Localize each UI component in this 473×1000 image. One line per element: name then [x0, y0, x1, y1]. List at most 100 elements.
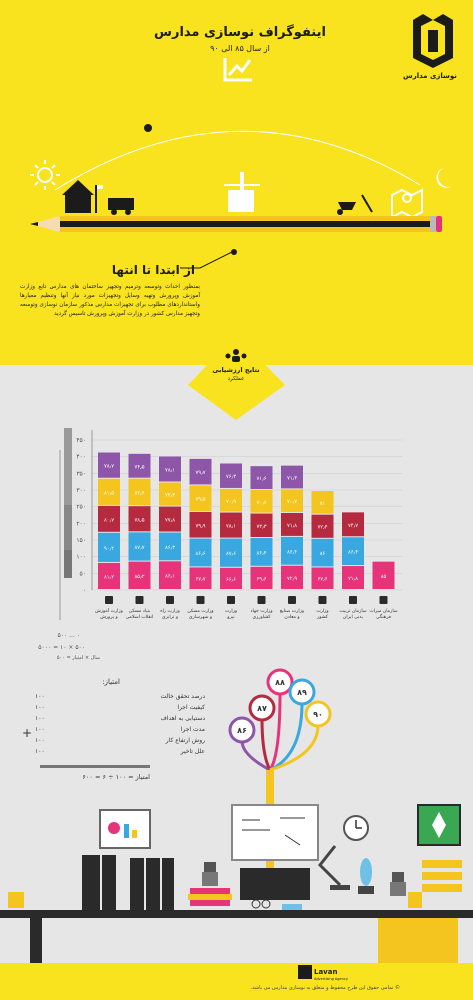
books-stack-icon [82, 855, 232, 910]
bar-segment [281, 536, 303, 565]
bar-segment [128, 478, 151, 506]
bar-segment [189, 458, 212, 485]
house-icon [135, 596, 144, 604]
bar-value-label: ۸۵٫۲ [134, 574, 144, 580]
bar-segment [311, 514, 334, 538]
calc-title: امتیاز: [102, 678, 120, 686]
wheat-icon [257, 596, 266, 604]
agency-subtitle: Advertising Agency [314, 977, 348, 981]
category-label: نیرو [226, 615, 234, 620]
bar-value-label: ۷۹٫۵ [195, 497, 205, 503]
growth-chart-icon [223, 58, 252, 82]
bar-segment [159, 482, 181, 506]
y-tick-label: ۴۵۰ [76, 437, 86, 444]
section-heading: از ابتدا تا انتها [111, 263, 195, 277]
skyscraper-icon [64, 550, 72, 578]
arc-path [54, 130, 421, 191]
axis-note: سال × امتیاز = ۵۰۰ [56, 655, 100, 661]
page-title: اینفوگراف نوسازی مدارس [154, 25, 326, 40]
category-label: وزارت [316, 609, 328, 614]
robot-toy-icon [390, 872, 406, 896]
bar-value-label: ۶۶٫۶ [226, 577, 236, 583]
calc-row-label: دستیابی به اهداف [160, 715, 205, 722]
bar-value-label: ۹۰٫۴ [104, 546, 114, 552]
bar-value-label: ۷۱٫۸ [348, 576, 358, 582]
badge-title: نتایج ارزشیابی [212, 366, 260, 374]
calc-row-value: ۱۰۰ [35, 737, 45, 744]
bar-segment [281, 465, 303, 489]
coffee-cup-icon [408, 892, 422, 908]
category-label: وزارت صنایع [280, 609, 304, 614]
bar-segment [128, 532, 151, 561]
year-balloon [228, 716, 256, 744]
bar-value-label: ۶۷٫۷ [195, 577, 205, 583]
connector-line [180, 251, 233, 269]
bar-segment [342, 537, 364, 566]
axis-note: ۰ ... ۵۰۰ [57, 632, 80, 639]
category-label: وزارت آموزش [95, 608, 123, 614]
tower-icon [227, 596, 235, 604]
bar-segment [189, 485, 212, 511]
category-label: بدنی ایران [343, 615, 363, 620]
category-label: کشاورزی [253, 614, 272, 620]
bar-value-label: ۷۳٫۳ [256, 524, 266, 530]
pencil-illustration [30, 216, 442, 232]
desk-drawer [378, 918, 458, 963]
bar-value-label: ۷۹٫۹ [195, 523, 205, 529]
bar-value-label: ۸۶٫۱ [165, 574, 175, 580]
desk-lamp-icon [317, 845, 350, 890]
calc-row-label: مدت اجرا [180, 726, 205, 733]
wheelbarrow-icon [337, 194, 373, 215]
chart-frame-icon [99, 809, 151, 849]
notebook-icon [282, 904, 302, 910]
y-tick-label: ۳۰۰ [76, 487, 86, 494]
graduation-cap-icon [105, 596, 113, 604]
y-tick-label: ۲۵۰ [76, 504, 86, 511]
bar-segment [311, 538, 334, 567]
bar-value-label: ۸۲٫۶ [134, 490, 144, 496]
page-subtitle: از سال ۸۵ الی ۹۰ [210, 44, 270, 53]
bar-value-label: ۷۸٫۱ [165, 467, 175, 473]
calc-row-label: علل تاخیر [180, 748, 205, 755]
whiteboard-icon [231, 804, 319, 861]
road-icon [166, 596, 174, 604]
year-balloon [266, 668, 294, 696]
year-balloon-label: ۸۶ [237, 726, 247, 735]
bar-value-label: ۷۱٫۳ [287, 476, 297, 482]
agency-name: Lavan [314, 968, 338, 976]
bar-value-label: ۷۸٫۱ [226, 524, 236, 530]
bar-segment [342, 566, 364, 589]
calc-row-label: درصد تحقق خالت [160, 693, 205, 700]
bar-segment [159, 561, 181, 589]
axis-note: ۵۰۰ × ۱۰ = ۵۰۰۰ [38, 644, 85, 651]
category-label: بنیاد مسکن [129, 608, 151, 614]
bar-segment [281, 565, 303, 589]
bar-value-label: ۸۶٫۴ [348, 550, 358, 556]
calc-divider [40, 765, 150, 768]
stacked-bar-chart: ۰ ۵۰ ۱۰۰ ۱۵۰ ۲۰۰ ۲۵۰ ۳۰۰ ۳۵۰ ۴۰۰ ۴۵۰ ۸۱٫۲ ۹۰٫۴ ۸۰٫۷ ۸… [59, 428, 402, 620]
badge-subtitle: عملکرد [227, 376, 245, 382]
bar-segment [189, 567, 212, 589]
top-illustration [30, 14, 453, 420]
bar-value-label: ۷۶٫۳ [226, 474, 236, 480]
skyscraper-icon [64, 428, 72, 578]
bar-value-label: ۸۱٫۵ [104, 490, 114, 496]
bar-value-label: ۸۶٫۶ [195, 551, 205, 557]
bar-value-label: ۷۸٫۵ [134, 517, 144, 523]
y-tick-label: ۱۰۰ [76, 554, 86, 561]
bar-segment [311, 567, 334, 589]
calc-row-label: روش ارتفاع کار [165, 737, 205, 744]
category-label: و شهرسازی [189, 615, 212, 620]
y-tick-label: ۵۰ [80, 570, 86, 577]
bar-value-label: ۷۴٫۵ [134, 464, 144, 470]
bar-value-label: ۷۸٫۷ [104, 464, 114, 470]
category-label: وزارت [225, 609, 237, 614]
bar-segment [250, 513, 273, 537]
bar-value-label: ۸۶٫۴ [256, 550, 266, 556]
category-label: سازمان میراث [369, 609, 397, 614]
badge-diamond [188, 335, 285, 420]
racket-icon [349, 596, 357, 604]
bar-value-label: ۷۴٫۷ [348, 523, 358, 529]
globe-icon [318, 596, 327, 604]
bar-segment [98, 505, 120, 532]
